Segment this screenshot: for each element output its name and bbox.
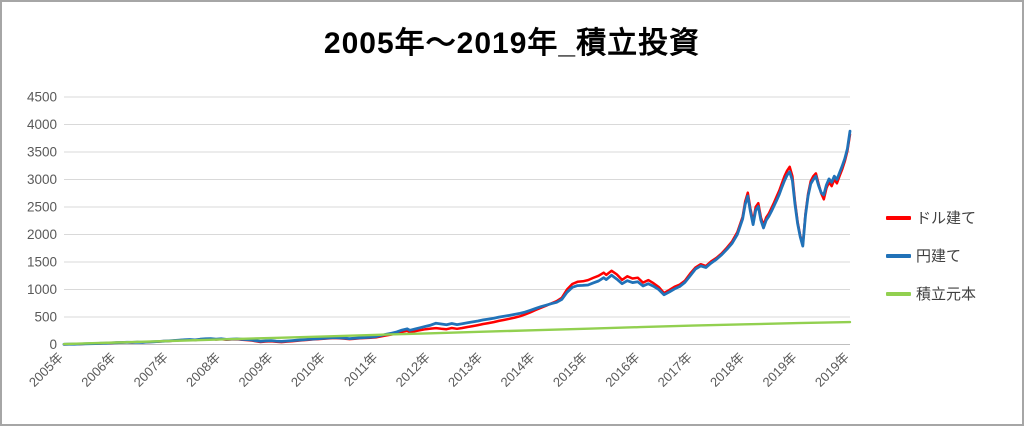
y-tick-label: 500 bbox=[34, 310, 57, 325]
legend-item-principal: 積立元本 bbox=[886, 283, 976, 304]
x-tick-label: 2019年 bbox=[812, 350, 852, 390]
x-tick-label: 2016年 bbox=[602, 350, 642, 390]
legend-swatch-yen bbox=[886, 253, 911, 258]
x-tick-label: 2005年 bbox=[26, 350, 66, 390]
legend: ドル建て 円建て 積立元本 bbox=[886, 207, 976, 304]
legend-item-dollar: ドル建て bbox=[886, 207, 976, 228]
y-tick-label: 2000 bbox=[27, 227, 57, 242]
series-line-1 bbox=[62, 129, 852, 346]
x-tick-label: 2018年 bbox=[707, 350, 747, 390]
x-tick-label: 2012年 bbox=[393, 350, 433, 390]
legend-label-dollar: ドル建て bbox=[916, 210, 977, 227]
legend-item-yen: 円建て bbox=[886, 245, 976, 266]
x-tick-label: 2009年 bbox=[235, 350, 275, 390]
y-tick-label: 3000 bbox=[27, 172, 57, 187]
y-tick-label: 3500 bbox=[27, 145, 57, 160]
chart-title: 2005年～2019年_積立投資 bbox=[323, 27, 701, 60]
y-tick-label: 2500 bbox=[27, 200, 57, 215]
x-tick-label: 2014年 bbox=[497, 350, 537, 390]
y-tick-label: 4000 bbox=[27, 117, 57, 132]
x-tick-label: 2006年 bbox=[78, 350, 118, 390]
series-line-2 bbox=[62, 320, 852, 346]
x-tick-label: 2019年 bbox=[759, 350, 799, 390]
y-tick-label: 4500 bbox=[27, 90, 57, 105]
legend-label-yen: 円建て bbox=[916, 248, 962, 265]
legend-swatch-principal bbox=[886, 291, 911, 296]
x-tick-label: 2007年 bbox=[131, 350, 171, 390]
x-tick-label: 2017年 bbox=[655, 350, 695, 390]
x-tick-label: 2010年 bbox=[288, 350, 328, 390]
x-tick-label: 2011年 bbox=[341, 350, 381, 390]
x-tick-label: 2015年 bbox=[550, 350, 590, 390]
y-tick-label: 0 bbox=[49, 337, 57, 352]
legend-swatch-dollar bbox=[886, 215, 911, 220]
y-tick-label: 1000 bbox=[27, 282, 57, 297]
series-line-0 bbox=[62, 133, 852, 346]
legend-label-principal: 積立元本 bbox=[916, 286, 977, 303]
x-tick-label: 2008年 bbox=[183, 350, 223, 390]
y-tick-label: 1500 bbox=[27, 255, 57, 270]
x-tick-label: 2013年 bbox=[445, 350, 485, 390]
